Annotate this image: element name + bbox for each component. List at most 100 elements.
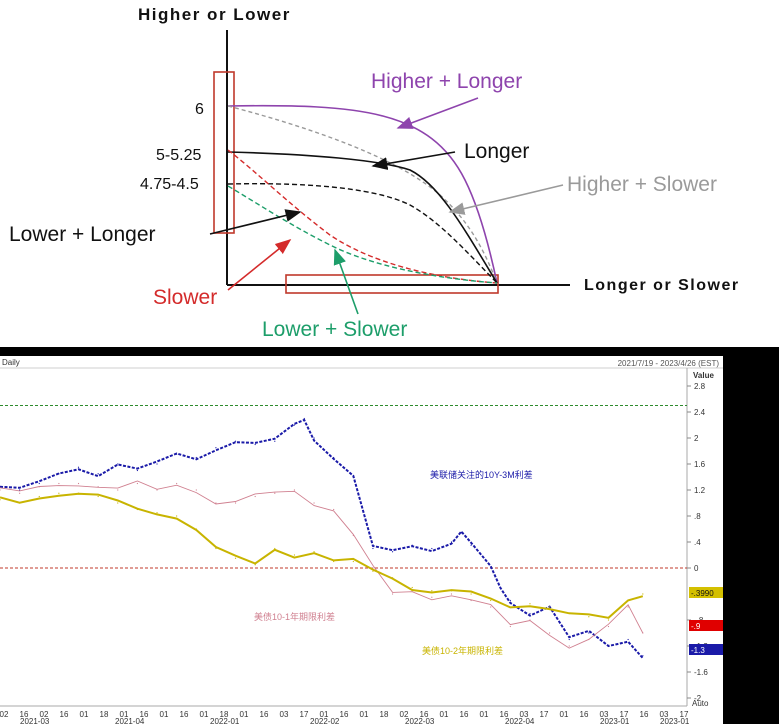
series-point-2 [352,560,354,563]
chart-date-range: 2021/7/19 - 2023/4/26 (EST) [618,359,720,368]
y-tick-label: 0 [694,564,699,573]
series-point-0 [38,482,40,485]
rate-path-diagram: Higher or Lower Longer or Slower 6 5-5.2… [9,5,740,341]
value-badge-text: -1.3 [691,646,705,655]
x-tick-label: 18 [220,710,229,719]
label-higher-slower: Higher + Slower [567,173,717,196]
x-tick-label: 17 [540,710,549,719]
x-tick-label: 03 [280,710,289,719]
series-point-2 [136,508,138,511]
series-point-1 [77,482,80,485]
x-tick-label: 01 [560,710,569,719]
y-tick-label: 2.4 [694,408,706,417]
series-point-1 [234,502,237,504]
series-point-0 [58,473,60,475]
series-point-0 [19,489,21,491]
arrow-lower-slower [333,248,359,315]
series-point-2 [549,606,551,608]
chart-header-left: Daily [2,358,20,367]
series-point-2 [0,499,1,501]
x-tick-label: 16 [60,710,69,719]
auto-label[interactable]: Auto [692,699,709,708]
curve-lower-longer [227,183,498,284]
series-point-1 [117,489,119,491]
arrow-higher-slower [448,184,564,215]
x-group-label: 2023-01 [660,717,690,724]
series-point-2 [607,619,610,621]
chart-right-black-band [723,356,779,724]
series-label-0: 美联储关注的10Y-3M利差 [430,469,533,480]
series-point-0 [509,599,511,602]
series-point-0 [176,453,178,455]
series-point-1 [274,492,276,494]
series-point-2 [215,547,217,550]
diagram-y-axis-label: Higher or Lower [138,5,291,24]
arrow-lower-longer [209,209,302,235]
series-point-0 [77,466,80,468]
series-label-1: 美债10-1年期限利差 [254,611,335,622]
curve-higher-slower [227,105,498,284]
x-tick-label: 01 [480,710,489,719]
series-point-2 [509,606,511,608]
series-point-2 [293,554,296,556]
x-tick-label: 03 [660,710,669,719]
x-tick-label: 02 [400,710,409,719]
arrow-longer [371,151,456,170]
x-range-box [285,274,499,294]
series-point-2 [58,492,60,494]
series-point-1 [490,606,492,608]
arrow-higher-longer [396,97,479,129]
y-tick-label: 1.6 [694,460,706,469]
series-point-1 [470,599,472,602]
series-point-2 [97,495,99,498]
series-point-1 [352,534,354,537]
series-label-2: 美债10-2年期限利差 [422,645,503,656]
series-point-1 [254,495,256,498]
series-point-1 [195,489,197,491]
value-badge-text: -.3990 [691,589,714,598]
x-tick-label: 16 [640,710,649,719]
series-point-0 [293,424,296,426]
series-point-0 [411,544,413,546]
x-tick-label: 16 [140,710,149,719]
x-tick-label: 01 [160,710,169,719]
series-point-2 [254,564,256,566]
series-point-2 [411,586,413,589]
diagram-x-axis-label: Longer or Slower [584,277,740,294]
series-point-1 [293,489,296,491]
series-point-0 [333,456,335,459]
series-point-2 [642,593,644,595]
series-point-0 [490,567,492,569]
series-point-1 [549,632,551,634]
y-tick-label: 2 [694,434,699,443]
series-point-0 [156,463,158,465]
series-point-0 [460,531,462,533]
series-point-0 [274,440,276,442]
series-point-0 [352,476,354,478]
x-tick-label: 18 [100,710,109,719]
series-point-0 [470,544,472,546]
series-point-1 [431,596,433,598]
x-tick-label: 01 [240,710,249,719]
series-point-2 [117,502,119,504]
series-point-0 [431,547,433,550]
spread-chart: Daily 2021/7/19 - 2023/4/26 (EST) Value … [0,356,779,724]
x-tick-label: 16 [500,710,509,719]
x-tick-label: 01 [360,710,369,719]
y-tick-label: .8 [694,512,701,521]
x-group-label: 2022-04 [505,717,535,724]
x-group-label: 2021-03 [20,717,50,724]
series-line-2 [0,492,644,619]
series-point-1 [450,593,453,595]
series-point-2 [38,495,40,498]
x-tick-label: 01 [320,710,329,719]
series-point-1 [529,619,531,621]
value-badge [689,644,723,655]
label-longer: Longer [464,140,529,163]
y-tick-label: -1.6 [694,668,708,677]
level-label-6: 6 [195,101,204,118]
series-point-0 [529,612,531,615]
divider-bar [0,347,779,356]
x-group-label: 2022-02 [310,717,340,724]
series-point-2 [195,528,197,530]
